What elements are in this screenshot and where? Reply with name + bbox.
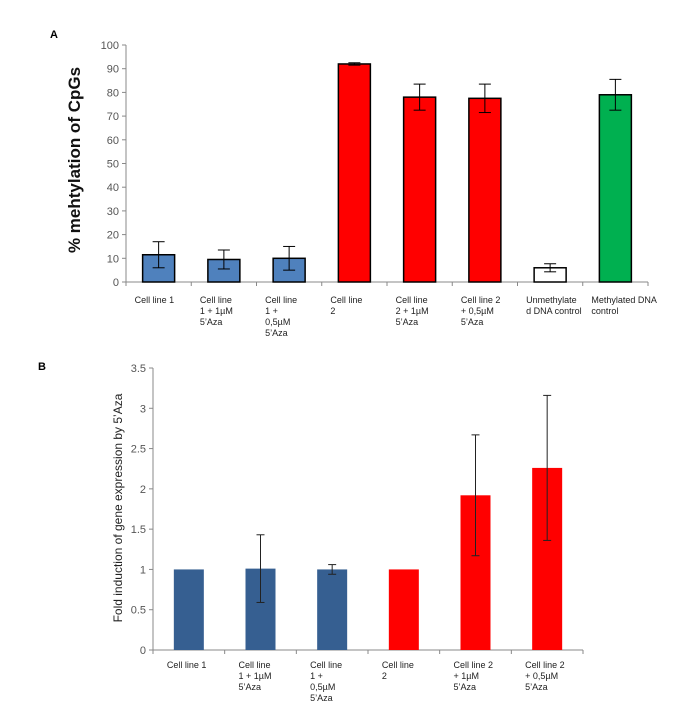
b-category-label: Cell line — [310, 660, 342, 670]
b-y-tick-label: 0.5 — [131, 605, 146, 617]
b-y-tick-label: 1.5 — [131, 524, 146, 536]
a-category-label: Cell line — [265, 295, 297, 305]
a-y-tick-label: 0 — [113, 277, 119, 289]
chart-b-y-axis-title: Fold induction of gene expression by 5’A… — [111, 393, 125, 622]
a-category-label: Cell line 1 — [135, 295, 175, 305]
b-y-tick-label: 3.5 — [131, 363, 146, 375]
b-y-tick-label: 1 — [140, 564, 146, 576]
b-category-label: + 1µM — [454, 671, 479, 681]
b-category-label: 5’Aza — [454, 682, 477, 692]
a-bar — [468, 97, 502, 283]
panel-a-letter: A — [50, 29, 58, 41]
a-category-label: 5’Aza — [265, 328, 288, 338]
chart-b-bars — [173, 467, 563, 650]
a-category-label: Methylated DNA — [591, 295, 657, 305]
a-category-label: 2 + 1µM — [396, 306, 429, 316]
chart-b-error-bars — [256, 394, 552, 603]
a-category-label: 5’Aza — [200, 317, 223, 327]
a-y-tick-label: 70 — [107, 111, 119, 123]
b-y-tick-label: 2.5 — [131, 444, 146, 456]
b-category-label: 1 + 1µM — [239, 671, 272, 681]
b-y-tick-label: 2 — [140, 484, 146, 496]
chart-a-bars — [141, 63, 633, 283]
b-category-label: Cell line — [382, 660, 414, 670]
chart-a-y-axis-title: % mehtylation of CpGs — [65, 67, 84, 253]
b-bar — [317, 569, 348, 650]
b-category-label: 0,5µM — [310, 682, 335, 692]
a-category-label: Unmethylate — [526, 295, 577, 305]
b-category-label: 2 — [382, 671, 387, 681]
chart-b-y-ticks: 0 0.5 1 1.5 2 2.5 3 3.5 — [131, 363, 153, 657]
a-bar — [402, 96, 437, 283]
b-y-tick-label: 3 — [140, 403, 146, 415]
b-category-label: 5’Aza — [525, 682, 548, 692]
panel-b-letter: B — [38, 361, 46, 373]
chart-a-axes — [125, 45, 649, 286]
a-y-tick-label: 60 — [107, 135, 119, 147]
b-category-label: 1 + — [310, 671, 323, 681]
a-category-label: 0,5µM — [265, 317, 290, 327]
chart-b-axes — [152, 368, 584, 654]
b-bar — [173, 569, 204, 650]
a-category-label: Cell line — [396, 295, 428, 305]
b-category-label: Cell line 2 — [525, 660, 565, 670]
b-category-label: 5’Aza — [239, 682, 262, 692]
b-category-label: + 0,5µM — [525, 671, 558, 681]
b-y-tick-label: 0 — [140, 645, 146, 657]
a-category-label: 5’Aza — [461, 317, 484, 327]
chart-a-error-bars — [152, 62, 622, 273]
a-bar — [598, 94, 633, 283]
a-y-tick-label: 40 — [107, 182, 119, 194]
a-category-label: 2 — [330, 306, 335, 316]
a-category-label: d DNA control — [526, 306, 582, 316]
a-category-label: 1 + 1µM — [200, 306, 233, 316]
b-category-label: Cell line — [239, 660, 271, 670]
b-category-label: Cell line 1 — [167, 660, 207, 670]
a-category-label: Cell line — [200, 295, 232, 305]
chart-a: A % mehtylation of CpGs 0 10 20 30 40 50 60 70 8… — [50, 29, 657, 338]
chart-a-y-ticks: 0 10 20 30 40 50 60 70 80 90 100 — [101, 40, 126, 289]
b-category-label: Cell line 2 — [454, 660, 494, 670]
a-category-label: + 0,5µM — [461, 306, 494, 316]
a-y-tick-label: 10 — [107, 253, 119, 265]
a-y-tick-label: 80 — [107, 87, 119, 99]
a-bar — [337, 63, 372, 283]
b-category-label: 5’Aza — [310, 693, 333, 703]
a-y-tick-label: 90 — [107, 64, 119, 76]
a-category-label: control — [591, 306, 618, 316]
a-y-tick-label: 30 — [107, 206, 119, 218]
a-category-label: Cell line — [330, 295, 362, 305]
a-y-tick-label: 100 — [101, 40, 119, 52]
a-y-tick-label: 20 — [107, 230, 119, 242]
a-category-label: Cell line 2 — [461, 295, 501, 305]
a-y-tick-label: 50 — [107, 159, 119, 171]
a-category-label: 1 + — [265, 306, 278, 316]
a-category-label: 5’Aza — [396, 317, 419, 327]
b-bar — [388, 569, 419, 650]
chart-b: B Fold induction of gene expression by 5… — [38, 361, 584, 703]
